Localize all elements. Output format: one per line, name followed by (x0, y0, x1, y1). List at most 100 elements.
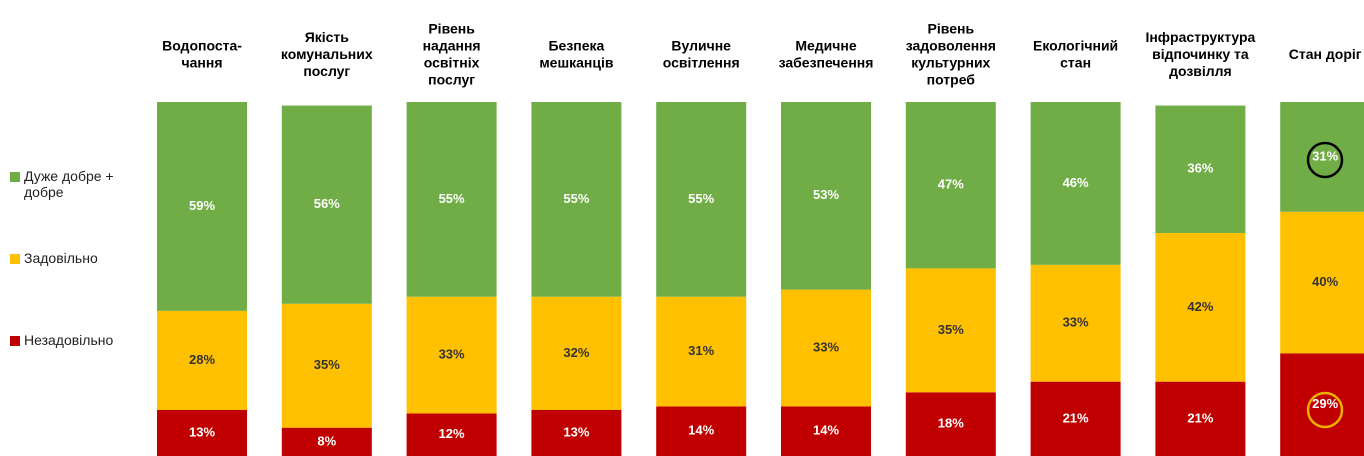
label-line: відпочинку та (1152, 46, 1249, 62)
bar-segment (157, 102, 247, 311)
label-line: Інфраструктура (1145, 29, 1255, 45)
bar-segment (1030, 102, 1121, 265)
label-line: стан (1060, 54, 1091, 70)
bar-segment (531, 296, 622, 410)
bar-segment (1155, 105, 1246, 233)
label-line: Рівень (928, 20, 975, 36)
label-line: Медичне (795, 37, 857, 53)
data-label: 29% (1312, 396, 1338, 411)
bar-segment (1280, 102, 1364, 212)
data-label: 8% (317, 433, 336, 448)
label-line: мешканців (539, 54, 614, 70)
x-tick-label: Безпека мешканців (539, 37, 614, 70)
bar-segment (281, 427, 372, 456)
label-line: чання (182, 54, 223, 70)
data-label: 12% (439, 426, 465, 441)
label-line: комунальних (281, 46, 373, 62)
bar-segment (406, 102, 497, 297)
label-line: Стан доріг (1289, 46, 1362, 62)
bar-segment (905, 268, 996, 393)
data-label: 28% (189, 352, 215, 367)
x-tick-label: Екологічний стан (1033, 37, 1118, 70)
bar-segment (656, 296, 747, 407)
data-label: 31% (688, 343, 714, 358)
bar-segment (1155, 232, 1246, 382)
label-line: Екологічний (1033, 37, 1118, 53)
label-line: надання (423, 37, 481, 53)
data-label: 33% (813, 339, 839, 354)
label-line: задоволення (906, 37, 996, 53)
bar-segment (406, 413, 497, 456)
label-line: Вуличне (671, 37, 731, 53)
bar-segment (531, 102, 622, 297)
bar-segment (157, 409, 247, 456)
label-line: послуг (428, 71, 475, 87)
data-label: 47% (938, 177, 964, 192)
data-label: 18% (938, 416, 964, 431)
bar-segment (781, 289, 871, 407)
data-label: 55% (563, 191, 589, 206)
x-tick-label: Рівень задоволення культурних потреб (906, 20, 996, 87)
bar-segment (1155, 381, 1246, 456)
data-label: 13% (189, 424, 215, 439)
bar-segment (781, 102, 871, 290)
bar-segment (406, 296, 497, 414)
bars: Водопоста-чання 13% 28% 59% Якість комунальни… (157, 20, 1364, 456)
bar-segment (905, 392, 996, 456)
x-tick-label: Вуличне освітлення (663, 37, 740, 70)
x-tick-label: Медичне забезпечення (779, 37, 874, 70)
data-label: 40% (1312, 274, 1338, 289)
data-label: 46% (1063, 175, 1089, 190)
data-label: 35% (314, 357, 340, 372)
data-label: 53% (813, 187, 839, 202)
data-label: 32% (563, 345, 589, 360)
bar-segment (531, 409, 622, 456)
data-label: 14% (688, 423, 714, 438)
highlight-circle (1306, 141, 1344, 179)
x-tick-label: Водопоста-чання (162, 37, 242, 70)
data-label: 21% (1063, 410, 1089, 425)
label-line: забезпечення (779, 54, 874, 70)
label-line: послуг (303, 63, 350, 79)
legend-swatch (10, 336, 20, 346)
label-line: Рівень (428, 20, 475, 36)
x-tick-label: Рівень надання освітніх послуг (423, 20, 481, 87)
bar-segment (281, 105, 372, 304)
bar-segment (1030, 264, 1121, 382)
label-line: дозвілля (1169, 63, 1232, 79)
label-line: Якість (305, 29, 350, 45)
bar-segment (281, 303, 372, 428)
data-label: 59% (189, 198, 215, 213)
label-line: Безпека (548, 37, 604, 53)
x-tick-label: Інфраструктура відпочинку та дозвілля (1145, 29, 1255, 79)
legend-label: Дуже добре + добре (24, 168, 114, 200)
data-label: 56% (314, 196, 340, 211)
x-tick-label: Якість комунальних послуг (281, 29, 373, 79)
legend-item: Незадовільно (10, 332, 145, 348)
data-label: 55% (439, 191, 465, 206)
data-label: 36% (1187, 161, 1213, 176)
data-label: 35% (938, 322, 964, 337)
bar-segment (656, 406, 747, 456)
bar-segment (656, 102, 747, 297)
data-label: 13% (563, 424, 589, 439)
label-line: Водопоста- (162, 37, 242, 53)
data-label: 42% (1187, 299, 1213, 314)
data-label: 14% (813, 423, 839, 438)
label-line: культурних (911, 54, 990, 70)
bar-segment (781, 406, 871, 456)
legend-item: Задовільно (10, 250, 145, 266)
data-label: 55% (688, 191, 714, 206)
highlight-circle (1306, 391, 1344, 429)
legend-label: Задовільно (24, 250, 98, 266)
bar-segment (1030, 381, 1121, 456)
bar-segment (905, 102, 996, 269)
data-label: 21% (1187, 410, 1213, 425)
bar-segment (1280, 353, 1364, 456)
label-line: потреб (927, 71, 976, 87)
bar-segment (157, 310, 247, 410)
legend-swatch (10, 172, 20, 182)
legend-item: Дуже добре + добре (10, 168, 145, 200)
